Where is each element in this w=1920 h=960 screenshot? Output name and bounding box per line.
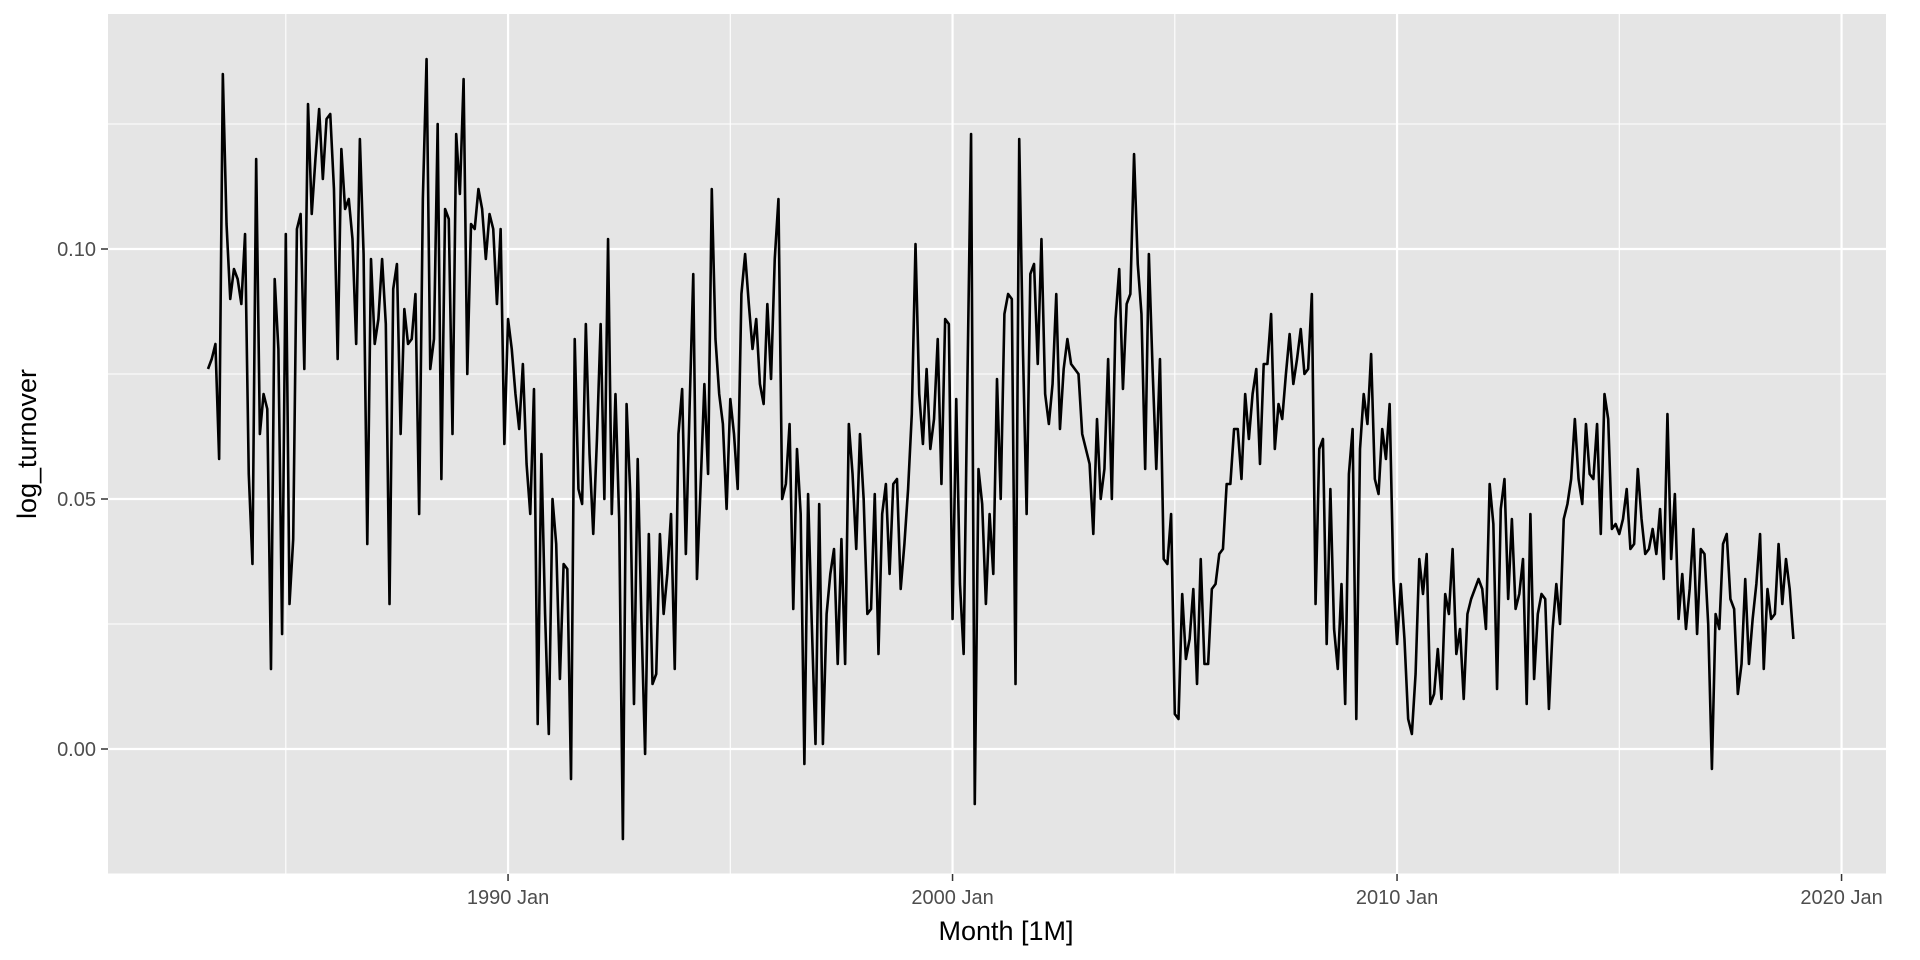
x-axis-tick-labels: 1990 Jan 2000 Jan 2010 Jan 2020 Jan xyxy=(467,887,1883,909)
y-axis-title: log_turnover xyxy=(12,369,42,519)
gridlines xyxy=(108,14,1886,875)
y-axis-tick-labels: 0.00 0.05 0.10 xyxy=(57,239,96,761)
axis-ticks xyxy=(101,248,1843,881)
series-line xyxy=(206,57,1795,841)
y-tick-label: 0.05 xyxy=(57,489,96,511)
x-tick-label: 2010 Jan xyxy=(1356,887,1438,909)
x-tick-label: 2020 Jan xyxy=(1800,887,1882,909)
y-tick-label: 0.10 xyxy=(57,239,96,261)
x-tick-label: 1990 Jan xyxy=(467,887,549,909)
x-axis-title: Month [1M] xyxy=(938,916,1073,946)
y-tick-label: 0.00 xyxy=(57,739,96,761)
x-tick-label: 2000 Jan xyxy=(911,887,993,909)
